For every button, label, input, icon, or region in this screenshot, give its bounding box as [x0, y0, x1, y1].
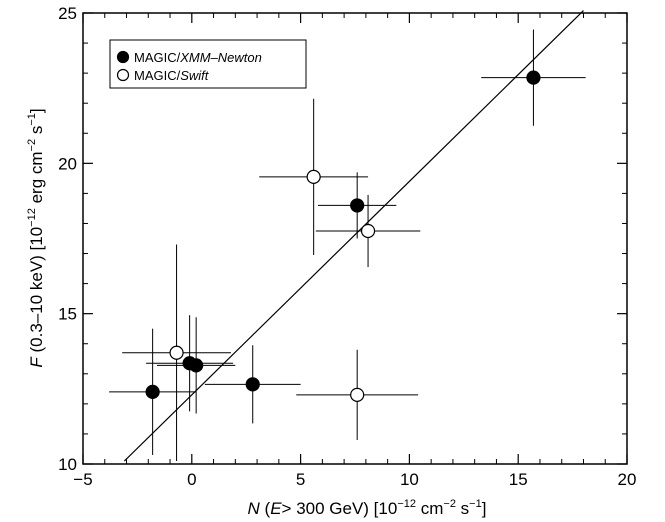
x-tick-label: 0 — [187, 470, 196, 489]
y-tick-label: 15 — [58, 305, 77, 324]
y-label-range: (0.3–10 keV) [10 — [27, 227, 46, 357]
legend-label-swift-italic: Swift — [180, 68, 210, 83]
data-point-open — [360, 223, 376, 239]
data-points — [145, 70, 541, 402]
x-tick-label: 20 — [618, 470, 637, 489]
x-tick-label: −5 — [73, 470, 92, 489]
legend-label-xmm: MAGIC/XMM–Newton — [134, 50, 262, 65]
data-point-filled — [350, 198, 365, 213]
legend-label-xmm-italic: XMM–Newton — [179, 50, 262, 65]
x-label-exp1: −12 — [397, 498, 416, 510]
legend-box — [109, 39, 307, 89]
legend-marker-open — [116, 68, 130, 82]
y-label-unit2: s — [27, 126, 46, 139]
x-label-energy: E — [270, 499, 282, 518]
x-label-exp3: −1 — [469, 498, 482, 510]
y-label-exp2: −2 — [26, 139, 38, 152]
y-label-exp3: −1 — [26, 113, 38, 126]
error-bars — [109, 29, 586, 461]
data-point-filled — [245, 377, 260, 392]
plot-frame — [82, 12, 628, 465]
x-axis-label: N (E> 300 GeV) [10−12 cm−2 s−1] — [248, 498, 487, 518]
legend-label-swift: MAGIC/Swift — [134, 68, 210, 83]
y-axis-label: F (0.3–10 keV) [10−12 erg cm−2 s−1] — [26, 108, 46, 367]
x-label-cond: > 300 GeV) [10 — [282, 499, 398, 518]
x-label-unit1: cm — [416, 499, 443, 518]
legend: MAGIC/XMM–Newton MAGIC/Swift — [109, 39, 307, 89]
y-tick-label: 10 — [58, 455, 77, 474]
x-tick-label: 15 — [509, 470, 528, 489]
data-point-filled — [526, 70, 541, 85]
fit-line — [123, 10, 584, 462]
legend-label-xmm-prefix: MAGIC/ — [134, 50, 181, 65]
x-label-unit2: s — [456, 499, 469, 518]
data-point-open — [306, 169, 321, 184]
fit-line-group — [123, 10, 584, 462]
y-tick-label: 25 — [58, 4, 77, 23]
y-label-unit1: erg cm — [27, 151, 46, 208]
x-label-close: ] — [482, 499, 487, 518]
legend-marker-filled — [116, 50, 130, 64]
tick-labels: −5 0 5 10 15 20 10 15 20 25 — [58, 4, 636, 489]
legend-label-swift-prefix: MAGIC/ — [134, 68, 181, 83]
y-label-exp1: −12 — [26, 208, 38, 227]
data-point-filled — [189, 358, 204, 373]
y-label-var: F — [27, 356, 46, 368]
data-point-filled — [145, 384, 160, 399]
y-label-close: ] — [27, 108, 46, 113]
y-tick-label: 20 — [58, 154, 77, 173]
x-label-var: N — [248, 499, 261, 518]
data-point-open — [169, 345, 184, 360]
x-tick-label: 5 — [296, 470, 305, 489]
axis-ticks — [82, 12, 628, 465]
x-tick-label: 10 — [400, 470, 419, 489]
data-point-open — [350, 387, 365, 402]
x-label-exp2: −2 — [443, 498, 456, 510]
x-label-paren: ( — [260, 499, 271, 518]
